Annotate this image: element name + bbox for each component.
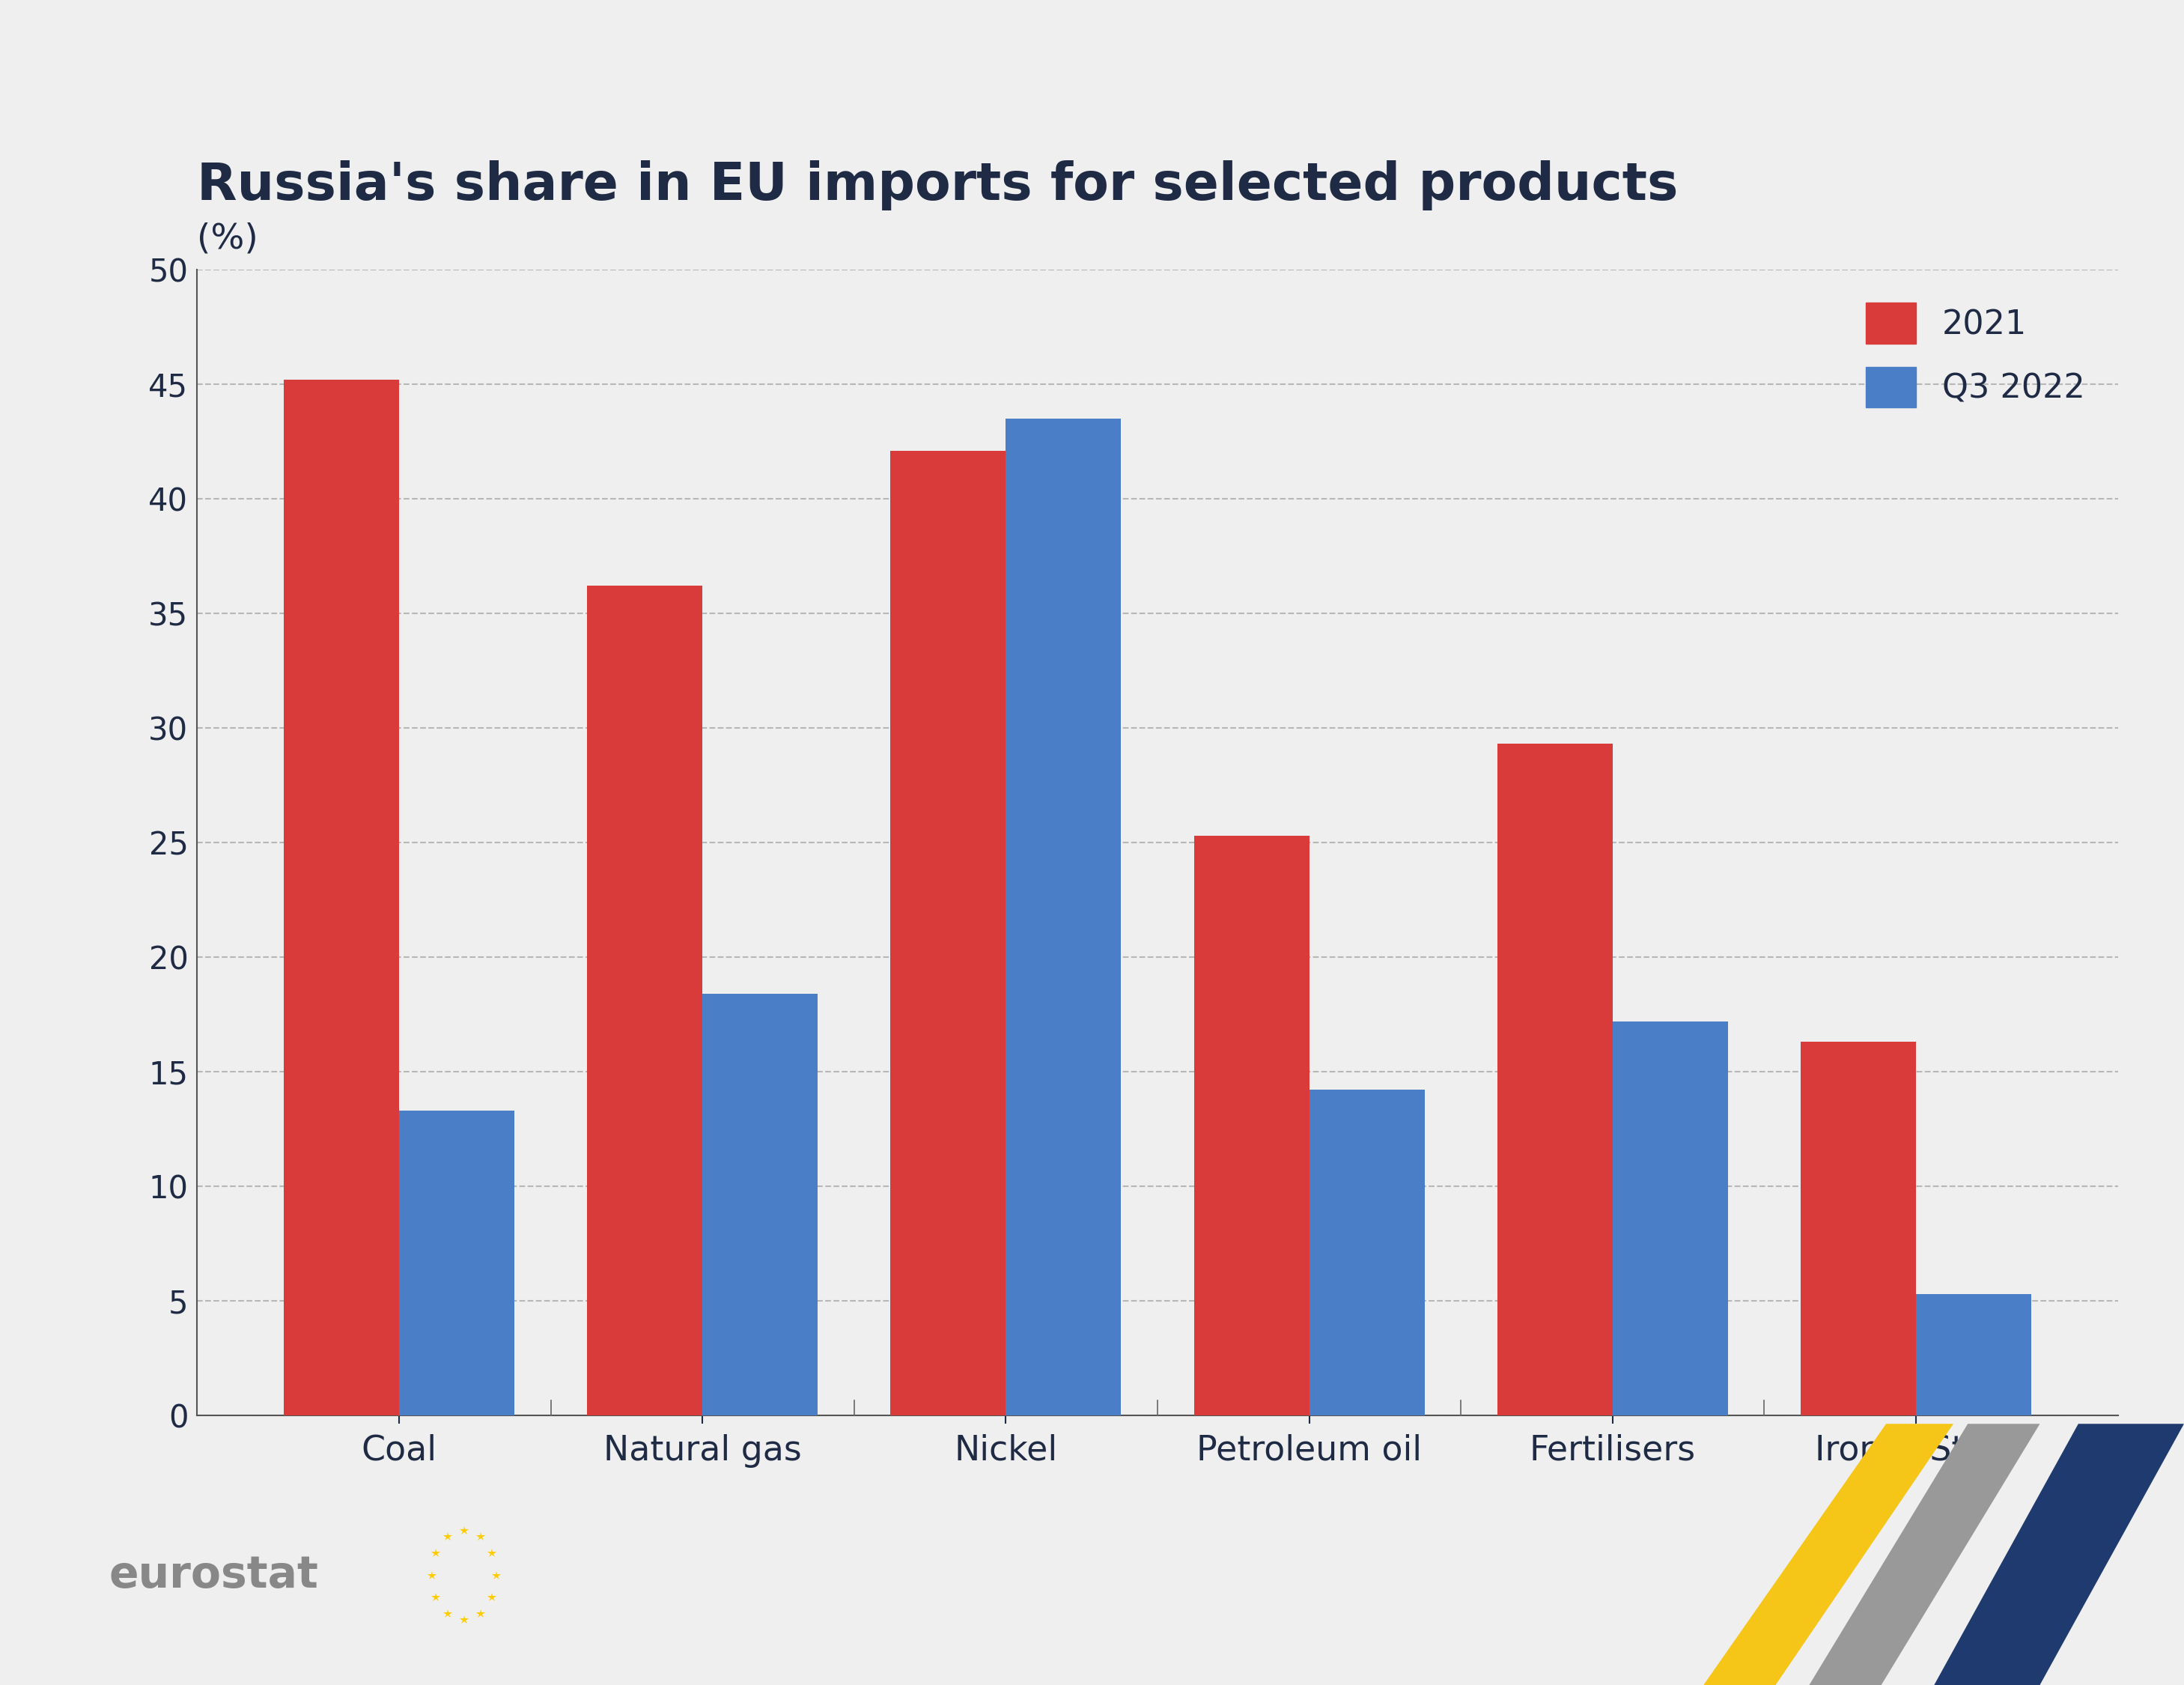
Bar [1308, 1090, 1424, 1415]
Bar [703, 994, 817, 1415]
Text: (%): (%) [197, 222, 258, 256]
Polygon shape [1704, 1424, 1952, 1685]
Text: eurostat: eurostat [109, 1554, 319, 1597]
Bar [1915, 1294, 2031, 1415]
Bar [1195, 836, 1308, 1415]
Polygon shape [1808, 1424, 2040, 1685]
Bar [400, 1110, 515, 1415]
Bar [284, 379, 400, 1415]
Bar [1800, 1041, 1915, 1415]
Legend: 2021, Q3 2022: 2021, Q3 2022 [1850, 286, 2101, 425]
Bar [1007, 418, 1120, 1415]
Bar [1612, 1021, 1728, 1415]
Bar [891, 450, 1007, 1415]
Bar [587, 586, 703, 1415]
Bar [1498, 745, 1612, 1415]
Polygon shape [1935, 1424, 2184, 1685]
Text: Russia's share in EU imports for selected products: Russia's share in EU imports for selecte… [197, 160, 1677, 211]
